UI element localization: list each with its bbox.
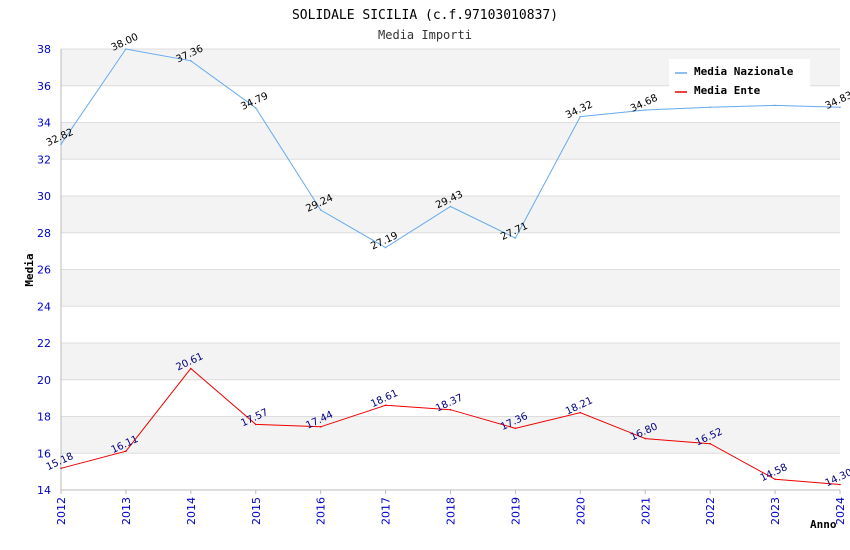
x-axis-label: Anno — [810, 518, 837, 531]
y-tick-label: 34 — [37, 117, 51, 130]
chart-subtitle: Media Importi — [378, 28, 472, 42]
x-tick-label: 2014 — [185, 497, 198, 525]
data-point — [514, 237, 517, 239]
data-point — [319, 425, 322, 428]
x-tick-label: 2012 — [55, 497, 68, 525]
y-tick-label: 28 — [37, 227, 51, 240]
data-point — [319, 209, 322, 211]
data-point — [774, 478, 776, 481]
legend-box — [669, 59, 810, 101]
grid-band — [61, 269, 840, 307]
data-point — [579, 115, 582, 118]
data-point — [60, 467, 62, 470]
legend-label-media-nazionale: Media Nazionale — [694, 65, 794, 78]
chart-title: SOLIDALE SICILIA (c.f.97103010837) — [292, 8, 558, 23]
x-tick-labels: 2012 2013 2014 2015 2016 2017 2018 2019 2020 2021… — [55, 490, 847, 525]
x-tick-label: 2016 — [315, 497, 328, 525]
data-point — [709, 442, 711, 445]
data-point — [644, 109, 647, 111]
y-tick-label: 32 — [37, 153, 51, 166]
data-point — [254, 423, 257, 426]
y-tick-label: 14 — [37, 484, 51, 497]
y-tick-label: 20 — [37, 374, 51, 387]
y-tick-labels: 14 16 18 20 22 24 26 28 30 32 34 36 38 — [37, 43, 51, 497]
y-tick-label: 38 — [37, 43, 51, 56]
grid-band — [61, 196, 840, 233]
data-point — [839, 483, 841, 486]
y-tick-label: 30 — [37, 190, 51, 203]
x-tick-label: 2019 — [509, 497, 522, 525]
grid-band — [61, 416, 840, 454]
grid-band — [61, 159, 840, 196]
legend: Media Nazionale Media Ente — [669, 59, 810, 101]
x-tick-label: 2020 — [574, 497, 587, 525]
data-point — [514, 427, 517, 430]
legend-label-media-ente: Media Ente — [694, 84, 761, 97]
x-tick-label: 2017 — [380, 497, 393, 525]
series-group — [60, 48, 841, 486]
data-point — [774, 104, 776, 107]
y-axis-label: Media — [23, 253, 36, 286]
y-tick-label: 22 — [37, 337, 51, 350]
grid-bands — [61, 49, 840, 490]
x-tick-label: 2013 — [120, 497, 133, 525]
grid-band — [61, 306, 840, 343]
x-tick-label: 2022 — [704, 497, 717, 525]
data-point — [125, 48, 127, 50]
data-point — [190, 367, 192, 370]
data-point — [190, 59, 192, 62]
data-point — [449, 205, 452, 208]
data-point — [254, 107, 257, 109]
x-tick-label: 2021 — [639, 497, 652, 525]
grid-band — [61, 232, 840, 270]
grid-band — [61, 453, 840, 490]
y-tick-label: 24 — [37, 300, 51, 313]
y-tick-label: 18 — [37, 411, 51, 424]
x-tick-label: 2018 — [445, 497, 458, 525]
y-tick-label: 26 — [37, 264, 51, 277]
data-point — [384, 246, 387, 249]
data-point — [579, 411, 582, 414]
grid-band — [61, 122, 840, 160]
data-point — [839, 106, 841, 109]
y-tick-label: 36 — [37, 80, 51, 93]
x-tick-label: 2024 — [834, 497, 847, 525]
data-point — [384, 404, 387, 407]
grid-band — [61, 343, 840, 380]
data-point — [709, 106, 711, 109]
x-tick-label: 2015 — [250, 497, 263, 525]
x-tick-label: 2023 — [769, 497, 782, 525]
data-point — [449, 408, 452, 411]
data-point — [60, 143, 62, 145]
data-point — [125, 450, 127, 453]
y-tick-label: 16 — [37, 447, 51, 460]
data-point — [644, 437, 647, 440]
